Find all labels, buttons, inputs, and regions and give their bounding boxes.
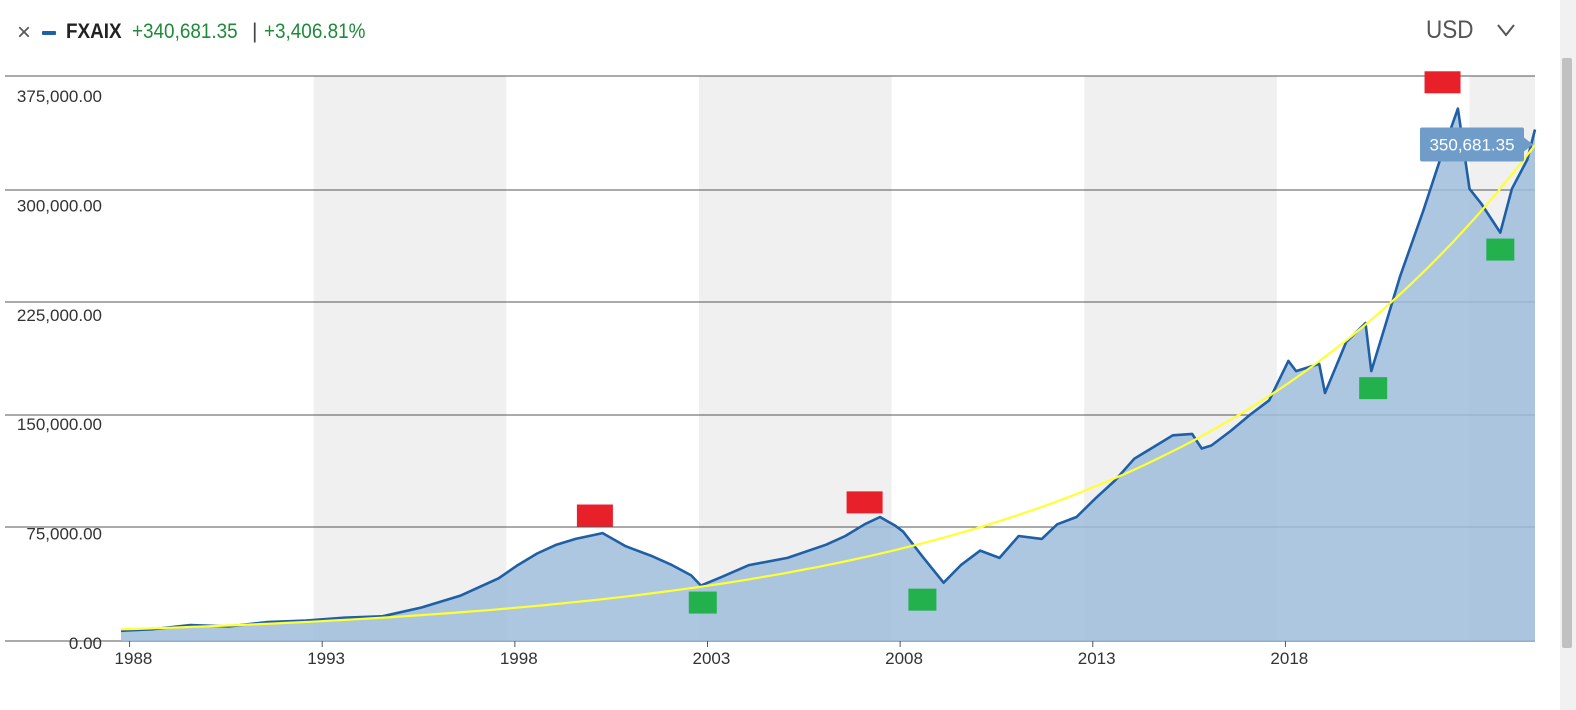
- series-color-swatch: [42, 31, 56, 35]
- series-line-fxaix: [120, 107, 1537, 633]
- last-value-tag-pointer: [1524, 137, 1533, 152]
- x-tick-label: 2018: [1270, 649, 1308, 668]
- x-tick-label: 1988: [115, 649, 153, 668]
- last-value-tag: [1420, 127, 1524, 162]
- peak-marker-1: [846, 491, 883, 514]
- x-tick-label: 2008: [885, 649, 923, 668]
- currency-selector[interactable]: USD: [1426, 16, 1474, 44]
- trough-marker-6: [1486, 238, 1515, 261]
- close-icon[interactable]: ×: [16, 19, 31, 46]
- y-tick-label: 150,000.00: [17, 415, 102, 434]
- trough-marker-4: [908, 588, 937, 611]
- x-tick-label: 1993: [307, 649, 345, 668]
- trough-marker-3: [688, 591, 717, 614]
- x-tick-label: 1998: [500, 649, 538, 668]
- series-area-fxaix: [121, 108, 1535, 642]
- scrollbar-thumb[interactable]: [1562, 58, 1572, 648]
- y-tick-label: 225,000.00: [17, 306, 102, 325]
- y-tick-label: 75,000.00: [26, 525, 102, 544]
- y-tick-label: 375,000.00: [17, 87, 102, 106]
- y-tick-label: 300,000.00: [17, 196, 102, 215]
- y-tick-label: 0.00: [69, 634, 102, 653]
- absolute-change: +340,681.35: [132, 20, 238, 43]
- peak-marker-0: [576, 504, 613, 527]
- year-band-0: [313, 76, 507, 641]
- peak-marker-2: [1424, 71, 1461, 94]
- chart-header: × FXAIX +340,681.35 | +3,406.81% USD: [0, 0, 1576, 68]
- x-tick-label: 2013: [1078, 649, 1116, 668]
- chevron-down-icon[interactable]: [1494, 18, 1518, 42]
- trough-marker-5: [1359, 377, 1388, 400]
- x-tick-label: 2003: [692, 649, 730, 668]
- trend-line: [120, 144, 1536, 631]
- last-value-label: 350,681.35: [1429, 135, 1514, 154]
- change-separator: |: [252, 20, 258, 43]
- percent-change: +3,406.81%: [264, 20, 366, 43]
- ticker-symbol: FXAIX: [66, 20, 122, 43]
